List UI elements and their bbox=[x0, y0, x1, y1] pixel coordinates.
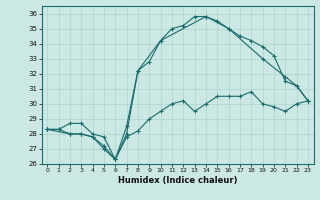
X-axis label: Humidex (Indice chaleur): Humidex (Indice chaleur) bbox=[118, 176, 237, 185]
